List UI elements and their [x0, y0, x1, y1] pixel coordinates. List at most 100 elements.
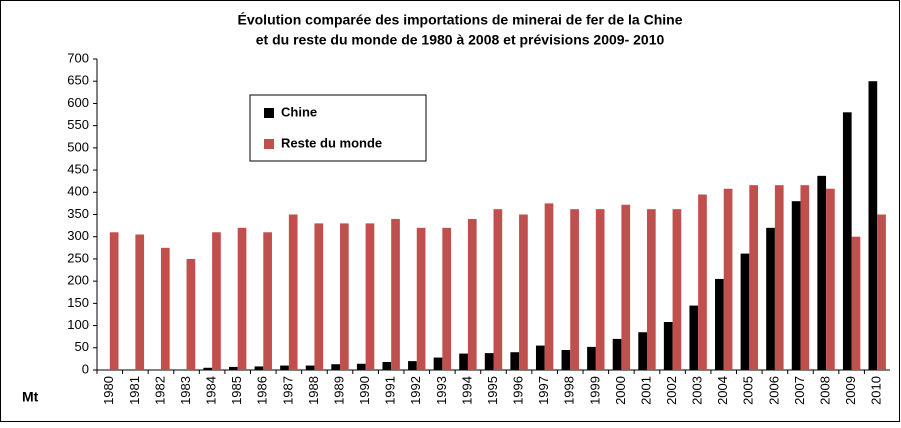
bar	[672, 209, 682, 370]
y-tick-label: 700	[67, 50, 89, 65]
bar	[263, 232, 272, 370]
bar	[621, 204, 631, 370]
x-tick-label: 2010	[869, 376, 884, 405]
y-tick-label: 100	[67, 317, 89, 332]
x-tick-label: 2007	[792, 376, 807, 405]
y-tick-label: 250	[67, 250, 89, 265]
x-tick-label: 1995	[485, 376, 500, 405]
bar	[842, 112, 852, 371]
bar	[723, 188, 733, 370]
y-tick-label: 350	[67, 206, 89, 221]
legend-swatch	[264, 139, 274, 149]
y-tick-label: 150	[67, 295, 89, 310]
bar	[519, 214, 528, 370]
chart-title: Évolution comparée des importations de m…	[238, 12, 683, 28]
bar	[612, 338, 622, 370]
bar	[570, 209, 579, 370]
x-tick-label: 2001	[638, 376, 653, 405]
bar	[228, 366, 238, 370]
bar	[698, 194, 707, 370]
bar	[766, 227, 775, 370]
x-tick-label: 1998	[562, 376, 577, 405]
bar	[749, 185, 759, 370]
bar	[109, 232, 119, 370]
legend-label: Reste du monde	[281, 135, 382, 150]
x-tick-label: 1987	[280, 376, 295, 405]
bar	[135, 234, 145, 370]
bar	[382, 362, 392, 370]
y-tick-label: 400	[67, 184, 89, 199]
bar	[391, 218, 400, 370]
bar	[740, 253, 750, 370]
bar	[826, 188, 835, 370]
bar	[800, 185, 810, 370]
chart-title: et du reste du monde de 1980 à 2008 et p…	[256, 32, 665, 48]
bar	[484, 353, 494, 370]
bar	[877, 214, 886, 370]
x-tick-label: 1980	[101, 376, 116, 405]
bar	[715, 278, 724, 370]
y-tick-label: 600	[67, 95, 89, 110]
x-tick-label: 2004	[715, 376, 730, 405]
x-tick-label: 2000	[613, 376, 628, 405]
y-tick-label: 0	[82, 361, 89, 376]
x-tick-label: 2008	[817, 376, 832, 405]
bar	[356, 363, 366, 370]
y-tick-label: 500	[67, 139, 89, 154]
bar	[459, 353, 468, 370]
bar	[212, 232, 221, 370]
bar	[305, 365, 315, 370]
bar	[595, 209, 605, 370]
bar	[561, 350, 571, 370]
x-tick-label: 1992	[408, 376, 423, 405]
x-tick-label: 1988	[306, 376, 321, 405]
y-tick-label: 650	[67, 73, 89, 88]
bar	[433, 357, 443, 370]
x-tick-label: 1983	[178, 376, 193, 405]
bar	[493, 209, 503, 370]
y-axis-label: Mt	[22, 389, 39, 405]
bar	[689, 305, 699, 370]
bar	[535, 345, 545, 370]
x-tick-label: 1996	[511, 376, 526, 405]
x-tick-label: 2002	[664, 376, 679, 405]
y-tick-label: 200	[67, 273, 89, 288]
y-tick-label: 50	[75, 339, 89, 354]
x-tick-label: 1999	[587, 376, 602, 405]
x-tick-label: 1994	[459, 376, 474, 405]
x-tick-label: 2009	[843, 376, 858, 405]
bar	[442, 227, 452, 370]
bar	[646, 209, 656, 370]
bar	[280, 365, 289, 370]
bar	[365, 223, 375, 370]
bar	[817, 175, 827, 370]
bar	[416, 227, 426, 370]
bar	[467, 218, 477, 370]
y-tick-label: 550	[67, 117, 89, 132]
y-tick-label: 300	[67, 228, 89, 243]
x-tick-label: 1982	[152, 376, 167, 405]
bar	[340, 223, 349, 370]
x-tick-label: 2003	[690, 376, 705, 405]
bar	[663, 322, 673, 370]
bar	[186, 258, 196, 370]
bar	[510, 352, 520, 370]
bar	[868, 81, 878, 370]
bar	[774, 185, 784, 370]
x-tick-label: 1989	[331, 376, 346, 405]
bar	[587, 346, 596, 370]
bar	[314, 223, 324, 370]
x-tick-label: 1981	[127, 376, 142, 405]
y-tick-label: 450	[67, 162, 89, 177]
bar	[203, 367, 213, 370]
bar	[544, 203, 554, 370]
x-tick-label: 1984	[204, 376, 219, 405]
x-tick-label: 2005	[741, 376, 756, 405]
bar	[237, 227, 247, 370]
legend-box	[249, 94, 427, 162]
bar	[160, 247, 170, 370]
bar	[254, 366, 264, 370]
x-tick-label: 1993	[434, 376, 449, 405]
bar	[408, 361, 417, 370]
